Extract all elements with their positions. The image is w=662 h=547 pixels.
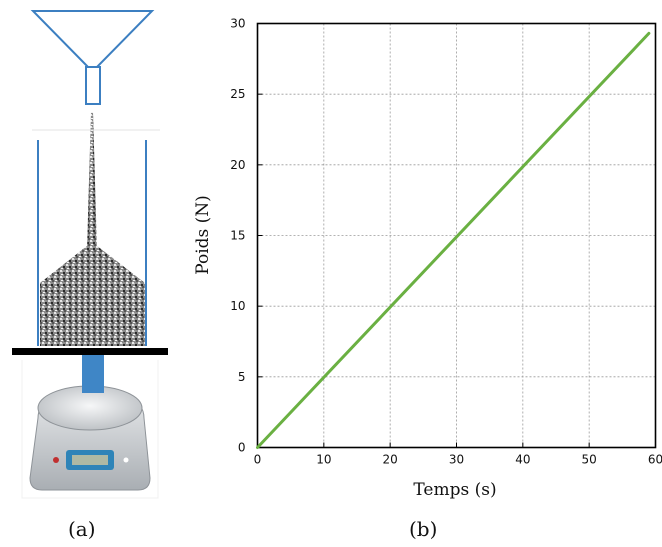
y-tick-label: 5 [238, 370, 246, 384]
y-axis-title: Poids (N) [193, 195, 213, 275]
series-line [256, 31, 651, 449]
y-tick-label: 30 [230, 17, 245, 31]
falling-stream [87, 112, 97, 250]
chart-series [256, 31, 651, 449]
x-tick-label: 30 [449, 453, 464, 467]
x-tick-label: 0 [254, 453, 262, 467]
y-tick-label: 20 [230, 158, 245, 172]
glass-column-icon [32, 129, 160, 346]
caption-a: (a) [68, 517, 96, 541]
chart: 0 10 20 30 40 50 60 0 5 10 15 20 25 30 Temps (s) Poid… [193, 17, 662, 501]
y-tick-label: 10 [230, 299, 245, 313]
granular-pile [40, 242, 145, 346]
x-tick-label: 10 [316, 453, 331, 467]
funnel-icon [30, 10, 155, 105]
caption-b: (b) [409, 517, 438, 541]
y-tick-label: 25 [230, 87, 245, 101]
y-tick-label: 0 [238, 441, 246, 455]
x-tick-label: 20 [383, 453, 398, 467]
x-tick-label: 50 [582, 453, 597, 467]
x-axis-title: Temps (s) [413, 480, 496, 500]
x-tick-label: 40 [515, 453, 530, 467]
chart-ticks: 0 10 20 30 40 50 60 0 5 10 15 20 25 30 [230, 17, 662, 467]
x-tick-label: 60 [648, 453, 662, 467]
y-tick-label: 15 [230, 229, 245, 243]
plot-frame [256, 22, 657, 449]
digital-scale-icon [21, 355, 159, 499]
setup-illustration [12, 10, 168, 499]
plate [12, 348, 168, 355]
